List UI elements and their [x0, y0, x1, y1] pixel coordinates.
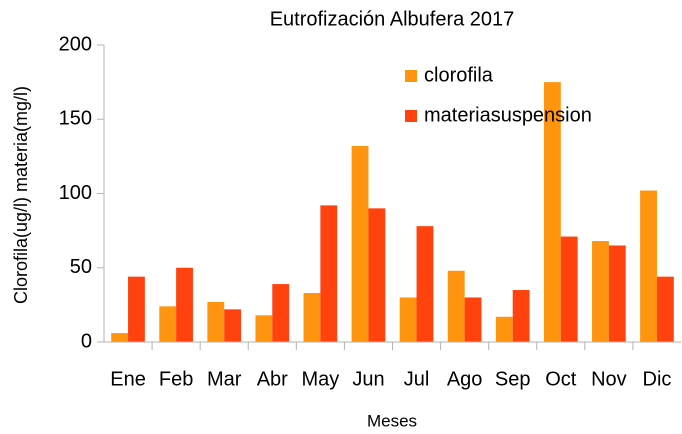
chart-title: Eutrofización Albufera 2017	[270, 8, 515, 30]
y-tick-label: 50	[70, 256, 92, 278]
bar	[320, 205, 338, 342]
bar	[416, 226, 434, 342]
bar	[560, 236, 578, 342]
bar	[224, 309, 242, 342]
bar	[543, 82, 561, 342]
bar	[512, 290, 530, 342]
bar	[447, 270, 465, 342]
bar	[640, 190, 657, 342]
legend-label: materiasuspension	[424, 104, 592, 126]
bar	[351, 145, 369, 342]
bar	[303, 292, 321, 342]
x-tick-label: Nov	[591, 368, 627, 390]
legend-swatch	[405, 110, 417, 122]
bar	[592, 241, 609, 342]
y-tick-label: 0	[81, 330, 92, 352]
bar	[368, 208, 386, 342]
bar	[272, 284, 290, 342]
x-tick-label: May	[301, 368, 339, 390]
x-tick-label: Oct	[545, 368, 577, 390]
x-tick-label: Ene	[110, 368, 146, 390]
bar	[656, 276, 674, 342]
legend-swatch	[405, 70, 417, 82]
bar	[399, 297, 417, 342]
x-tick-label: Dic	[643, 368, 672, 390]
x-tick-label: Jul	[404, 368, 430, 390]
bar	[207, 301, 225, 342]
x-tick-label: Sep	[495, 368, 531, 390]
bar	[176, 267, 193, 342]
bar	[159, 306, 177, 342]
bar	[464, 297, 482, 342]
x-tick-label: Mar	[207, 368, 242, 390]
y-tick-label: 200	[59, 33, 92, 55]
legend-label: clorofila	[424, 64, 494, 86]
x-tick-label: Feb	[159, 368, 193, 390]
bar	[111, 333, 129, 342]
x-tick-label: Jun	[352, 368, 384, 390]
y-tick-label: 100	[59, 182, 92, 204]
y-axis-label: Clorofila(ug/l) materia(mg/l)	[11, 86, 31, 304]
bar	[608, 245, 626, 342]
y-tick-label: 150	[59, 108, 92, 130]
bar	[495, 316, 513, 342]
x-tick-label: Ago	[447, 368, 483, 390]
bar	[255, 315, 273, 342]
bar	[128, 276, 145, 342]
x-tick-label: Abr	[257, 368, 288, 390]
x-axis-label: Meses	[367, 411, 417, 430]
